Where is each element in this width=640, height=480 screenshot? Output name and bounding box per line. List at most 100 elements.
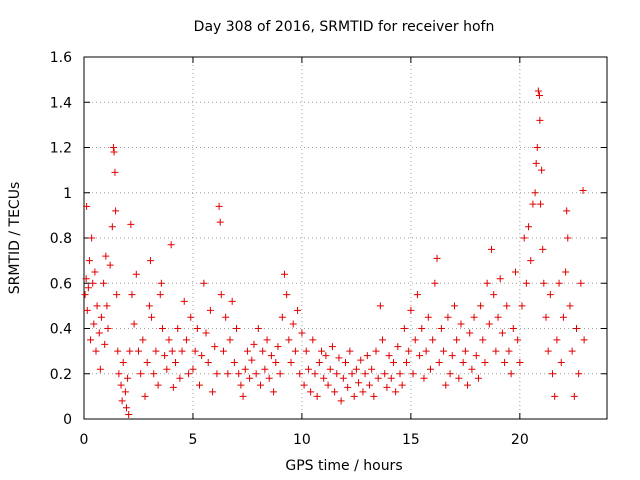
data-point xyxy=(539,245,547,253)
data-point xyxy=(134,347,142,355)
data-point xyxy=(577,279,585,287)
data-point xyxy=(529,200,537,208)
data-point xyxy=(392,388,400,396)
data-point xyxy=(348,370,356,378)
data-point xyxy=(422,347,430,355)
data-point xyxy=(189,365,197,373)
data-point xyxy=(261,365,269,373)
data-point xyxy=(546,291,554,299)
data-point xyxy=(376,302,384,310)
data-point xyxy=(235,370,243,378)
data-point xyxy=(398,381,406,389)
data-point xyxy=(106,261,114,269)
data-point xyxy=(285,336,293,344)
data-point xyxy=(464,381,472,389)
data-point xyxy=(126,347,134,355)
data-point xyxy=(168,347,176,355)
data-point xyxy=(211,343,219,351)
y-tick-label: 0 xyxy=(63,412,72,428)
data-point xyxy=(446,370,454,378)
data-point xyxy=(167,241,175,249)
data-point xyxy=(187,313,195,321)
data-point xyxy=(331,388,339,396)
data-point xyxy=(342,358,349,366)
data-point xyxy=(381,370,389,378)
data-point xyxy=(440,347,448,355)
data-point xyxy=(114,347,122,355)
data-point xyxy=(444,313,452,321)
data-point xyxy=(481,358,489,366)
data-point xyxy=(485,320,493,328)
data-point xyxy=(433,254,441,262)
data-point xyxy=(355,379,363,387)
data-point xyxy=(112,207,120,215)
data-point xyxy=(122,404,130,412)
data-point xyxy=(156,291,164,299)
data-point xyxy=(215,202,223,210)
data-point xyxy=(344,383,352,391)
y-tick-label: 0.8 xyxy=(50,231,72,247)
data-point xyxy=(209,388,217,396)
data-point xyxy=(357,356,365,364)
data-point xyxy=(520,234,528,242)
data-point xyxy=(337,397,345,405)
data-point xyxy=(374,374,382,382)
data-point xyxy=(289,320,297,328)
data-point xyxy=(409,370,417,378)
data-point xyxy=(450,302,458,310)
data-point xyxy=(352,365,360,373)
data-point xyxy=(339,374,347,382)
data-point xyxy=(326,365,334,373)
data-point xyxy=(287,358,295,366)
y-tick-label: 1.2 xyxy=(50,141,72,157)
data-point xyxy=(575,370,583,378)
y-axis-label: SRMTID / TECUs xyxy=(7,182,23,295)
data-point xyxy=(490,291,498,299)
data-point xyxy=(372,347,380,355)
data-point xyxy=(383,383,391,391)
data-point xyxy=(92,347,100,355)
y-tick-label: 1.6 xyxy=(50,50,72,66)
data-point xyxy=(361,370,369,378)
data-point xyxy=(254,325,262,332)
x-tick-label: 0 xyxy=(80,432,89,448)
tick-layer: 0 0.2 0.4 0.6 0.8 1 1.2 1.4 1.6 0 5 10 15 20 xyxy=(50,50,607,448)
data-point xyxy=(141,392,149,400)
data-point xyxy=(145,302,153,310)
data-point xyxy=(97,313,105,321)
data-point xyxy=(104,325,112,332)
data-point xyxy=(93,302,101,310)
data-point xyxy=(103,302,111,310)
data-point xyxy=(442,381,450,389)
data-point xyxy=(157,279,165,287)
data-point xyxy=(169,383,177,391)
data-point xyxy=(507,370,515,378)
data-point xyxy=(424,313,432,321)
data-point xyxy=(579,186,587,194)
data-point xyxy=(224,370,232,378)
data-point xyxy=(472,352,480,360)
data-point xyxy=(174,325,182,332)
data-point xyxy=(230,358,238,366)
data-point xyxy=(111,168,119,176)
data-point xyxy=(191,347,199,355)
data-point xyxy=(88,234,96,242)
data-point xyxy=(291,347,299,355)
data-point xyxy=(81,291,89,299)
data-point xyxy=(379,336,387,344)
data-point xyxy=(563,207,571,215)
data-point xyxy=(538,166,546,174)
data-point xyxy=(124,374,132,382)
data-point xyxy=(125,410,133,418)
data-point xyxy=(239,392,247,400)
data-point xyxy=(564,234,572,242)
data-point xyxy=(165,336,173,344)
data-point xyxy=(182,336,190,344)
data-point xyxy=(204,358,212,366)
data-point xyxy=(154,381,162,389)
data-point xyxy=(246,374,254,382)
data-point xyxy=(389,358,397,366)
data-point xyxy=(461,347,469,355)
data-point xyxy=(405,347,413,355)
data-point xyxy=(407,306,415,314)
